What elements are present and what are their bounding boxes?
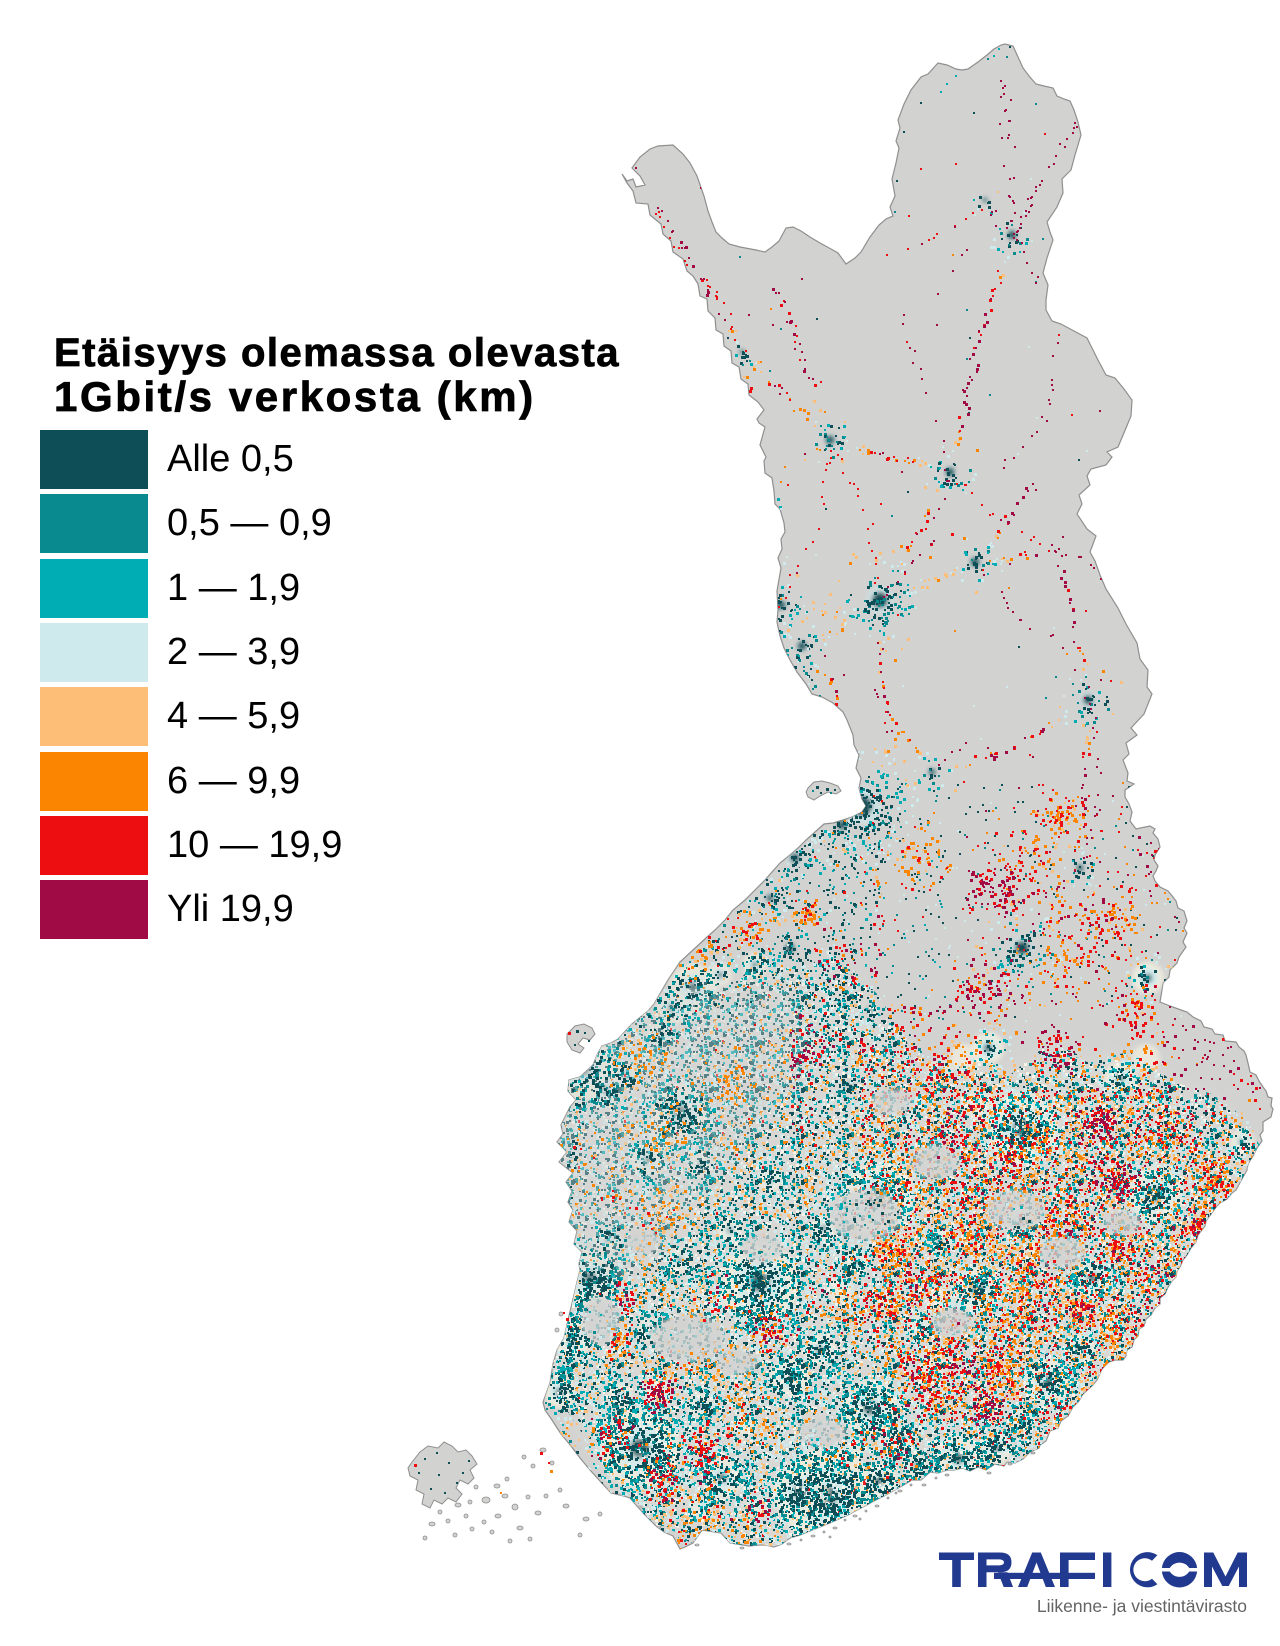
svg-text:Liikenne- ja viestintävirasto: Liikenne- ja viestintävirasto bbox=[1037, 1596, 1247, 1616]
